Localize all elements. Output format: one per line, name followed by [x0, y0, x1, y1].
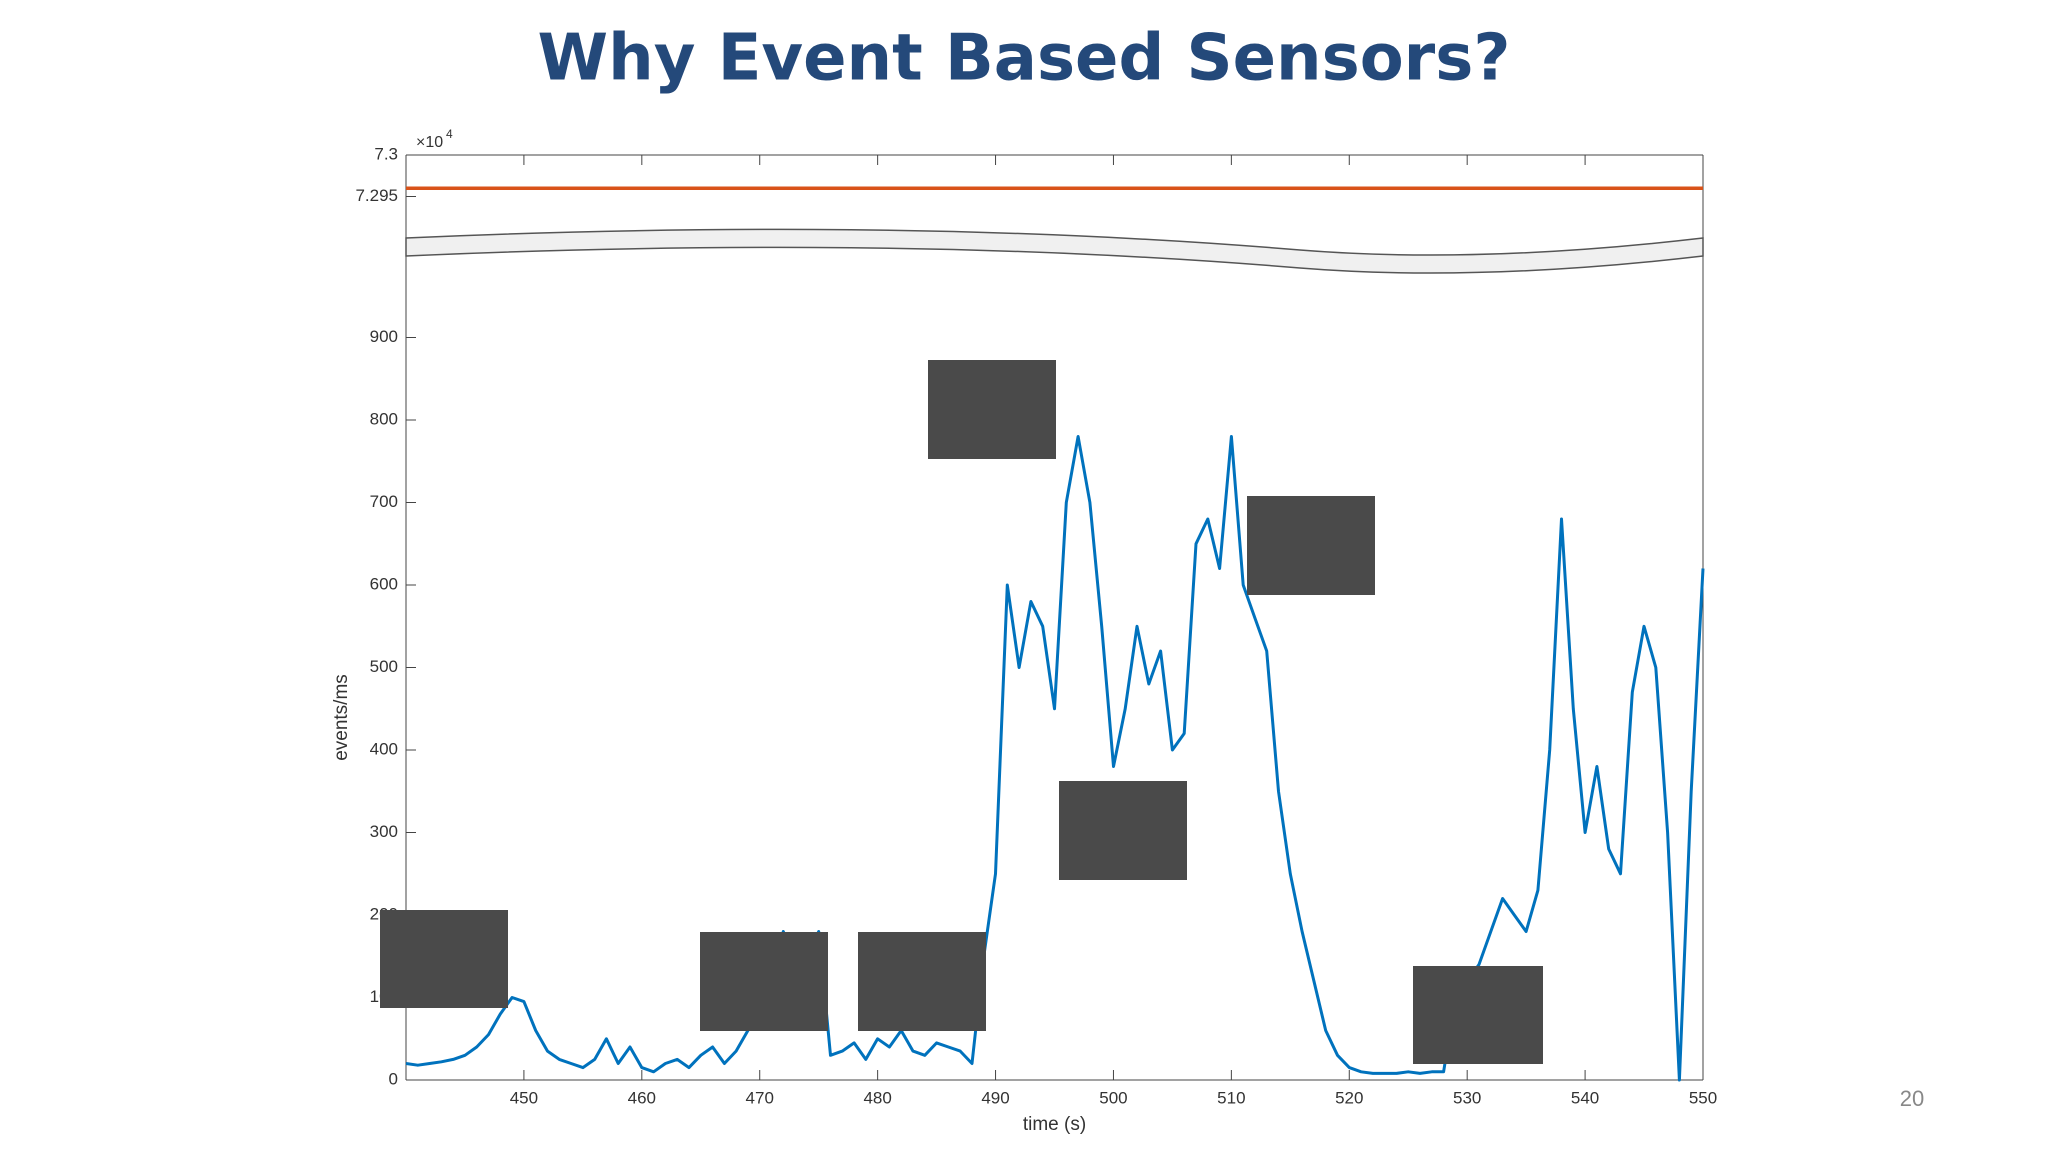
y-multiplier-exp: 4: [446, 127, 453, 141]
data-line: [405, 435, 1705, 1082]
x-tick-label: 450: [510, 1088, 538, 1107]
y-tick-label: 0: [389, 1069, 398, 1088]
slide-title: Why Event Based Sensors?: [538, 22, 1511, 96]
x-tick-label: 460: [628, 1088, 656, 1107]
y-axis-label: events/ms: [331, 674, 352, 761]
y-tick-label: 400: [370, 739, 398, 758]
slide-number: 20: [1900, 1086, 1924, 1111]
x-tick-label: 480: [863, 1088, 891, 1107]
x-tick-label: 500: [1099, 1088, 1127, 1107]
y-multiplier: ×10: [416, 134, 443, 151]
x-tick-label: 510: [1217, 1088, 1245, 1107]
x-tick-label: 550: [1689, 1088, 1717, 1107]
y-tick-label: 7.295: [355, 186, 398, 205]
plot: ×104 7.295 7.3 450 460 470 480 490 500 510 520 530 5…: [331, 127, 1717, 1135]
axis-break: [405, 228, 1704, 274]
thumbnail: [1413, 966, 1543, 1064]
thumbnail: [1247, 496, 1375, 595]
thumbnail: [858, 932, 986, 1031]
y-tick-label: 7.3: [374, 144, 398, 163]
y-tick-label: 800: [370, 409, 398, 428]
y-tick-label: 700: [370, 492, 398, 511]
y-tick-label: 500: [370, 657, 398, 676]
x-axis-label: time (s): [1023, 1114, 1086, 1135]
thumbnail: [928, 360, 1056, 459]
x-tick-label: 470: [746, 1088, 774, 1107]
thumbnail: [700, 932, 828, 1031]
thumbnail: [380, 910, 508, 1008]
photos: [380, 360, 1543, 1064]
x-tick-label: 530: [1453, 1088, 1481, 1107]
y-tick-label: 900: [370, 327, 398, 346]
x-tick-label: 540: [1571, 1088, 1599, 1107]
y-tick-label: 600: [370, 574, 398, 593]
x-tick-label: 490: [981, 1088, 1009, 1107]
thumbnail: [1059, 781, 1187, 880]
x-tick-label: 520: [1335, 1088, 1363, 1107]
y-tick-label: 300: [370, 822, 398, 841]
